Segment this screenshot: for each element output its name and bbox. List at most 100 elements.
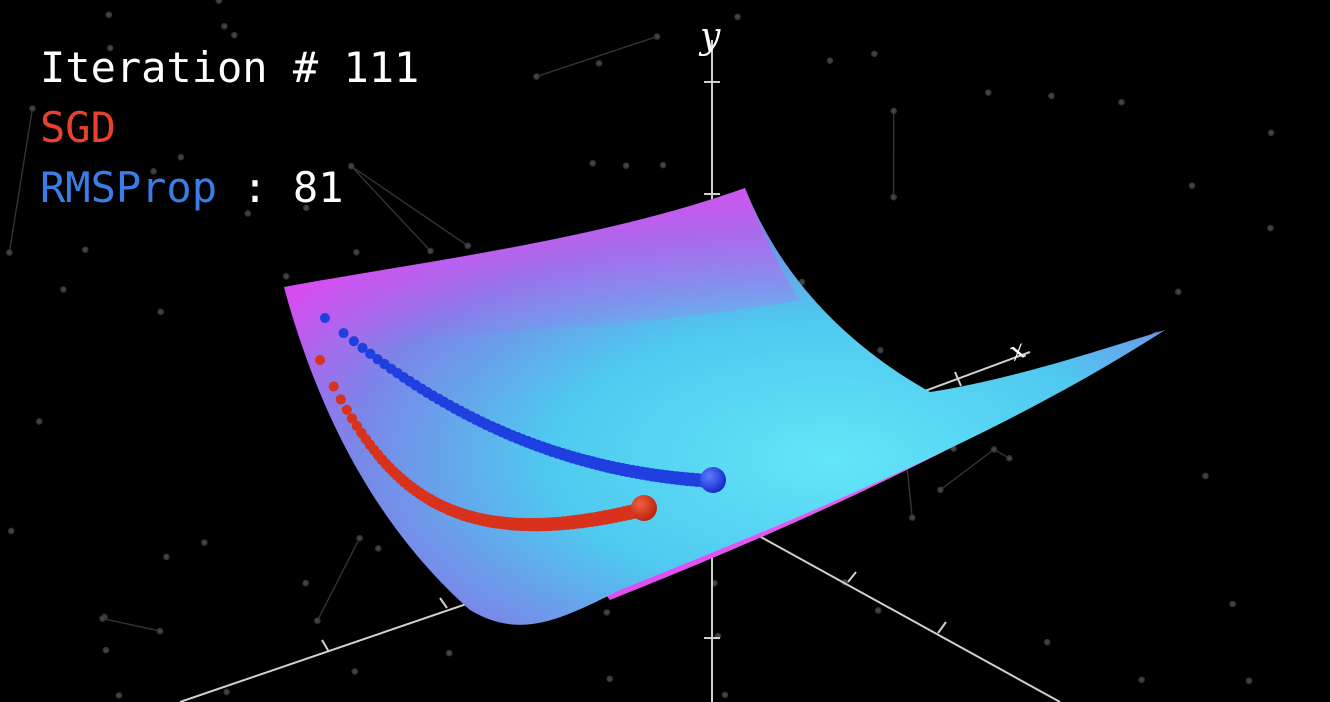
rmsprop-count: 81 [292,163,344,212]
constellation-star [353,249,360,256]
w-axis-tick [847,571,857,583]
sgd-step [328,381,339,392]
constellation-star [1245,677,1253,685]
rmsprop-ball [700,467,726,493]
constellation-star [356,534,363,542]
constellation-star [29,105,36,112]
constellation-star [156,627,164,635]
rmsprop-step [357,342,368,353]
constellation-star [177,153,185,161]
w-axis-tick [937,621,947,634]
constellation-star [106,44,114,52]
sgd-step [335,394,346,405]
rmsprop-step [348,336,359,347]
constellation-star [603,609,611,616]
constellation-star [1229,600,1237,608]
w-axis-line [711,509,1061,702]
constellation-star [734,13,741,21]
legend-rmsprop: RMSProp : 81 [40,158,419,218]
iteration-label: Iteration # [40,43,319,92]
constellation-star [6,249,13,256]
z-axis-tick [954,371,962,387]
constellation-star [1138,676,1145,684]
constellation-star [798,278,806,286]
constellation-star [302,579,309,587]
constellation-star [908,514,916,521]
constellation-star [221,22,228,30]
constellation-star [35,418,43,425]
constellation-star [877,346,884,354]
y-axis-label: y [698,16,721,57]
constellation-star [314,617,321,624]
constellation-star [347,162,355,170]
constellation-star [871,50,878,58]
rmsprop-separator: : [242,163,268,212]
constellation-star [659,161,667,169]
iteration-counter: Iteration # 111 [40,38,419,98]
constellation-star [351,668,359,675]
constellation-star [990,446,998,453]
constellation-star [1267,224,1274,232]
constellation-star [445,649,453,657]
constellation-star [244,210,252,217]
constellation-star [721,691,729,699]
constellation-star [215,0,223,4]
constellation-star [622,162,630,169]
loss-surface [284,188,1165,625]
sgd-trajectory [315,355,652,532]
constellation-star [60,286,67,293]
constellation-star [890,107,898,115]
constellation-edge [316,537,361,621]
constellation-star [1043,638,1051,646]
constellation-star [115,692,123,699]
constellation-edge [350,165,469,247]
constellation-star [7,527,15,535]
constellation-star [200,539,208,546]
constellation-edge [350,165,431,252]
constellation-star [653,33,661,40]
constellation-star [1048,92,1055,100]
rmsprop-label: RMSProp [40,163,218,212]
constellation-star [533,73,540,80]
iteration-value: 111 [343,43,420,92]
constellation-star [937,486,944,494]
constellation-star [984,89,992,96]
constellation-star [231,31,238,39]
constellation-star [1175,288,1182,296]
optimizer-legend: Iteration # 111 SGD RMSProp : 81 [40,38,419,218]
constellation-edge [8,108,34,253]
constellation-star [589,159,597,167]
sgd-ball [631,495,657,521]
constellation-star [163,553,170,561]
constellation-star [1118,98,1125,106]
legend-sgd: SGD [40,98,419,158]
constellation-star [150,167,157,175]
constellation-star [157,308,164,316]
constellation-star [223,688,230,696]
x-axis-label: x [1005,334,1030,367]
constellation-star [375,545,382,552]
constellation-star [102,646,110,654]
constellation-star [464,242,472,250]
constellation-star [606,675,613,683]
surface-top-wash [284,188,800,350]
x-axis-tick [321,639,330,653]
constellation-star [303,204,310,212]
constellation-star [890,193,897,201]
constellation-star [99,615,106,622]
constellation-star [282,272,290,280]
rmsprop-step [365,348,376,359]
constellation-star [874,607,882,614]
constellation-edge [536,35,658,78]
constellation-edge [102,617,161,632]
sgd-label: SGD [40,103,116,152]
sgd-step [315,355,325,365]
constellation-star [1188,182,1196,189]
sgd-step [346,413,358,424]
rmsprop-step [320,313,330,323]
constellation-star [1202,472,1209,480]
constellation-star [427,247,434,255]
constellation-star [1267,129,1275,137]
